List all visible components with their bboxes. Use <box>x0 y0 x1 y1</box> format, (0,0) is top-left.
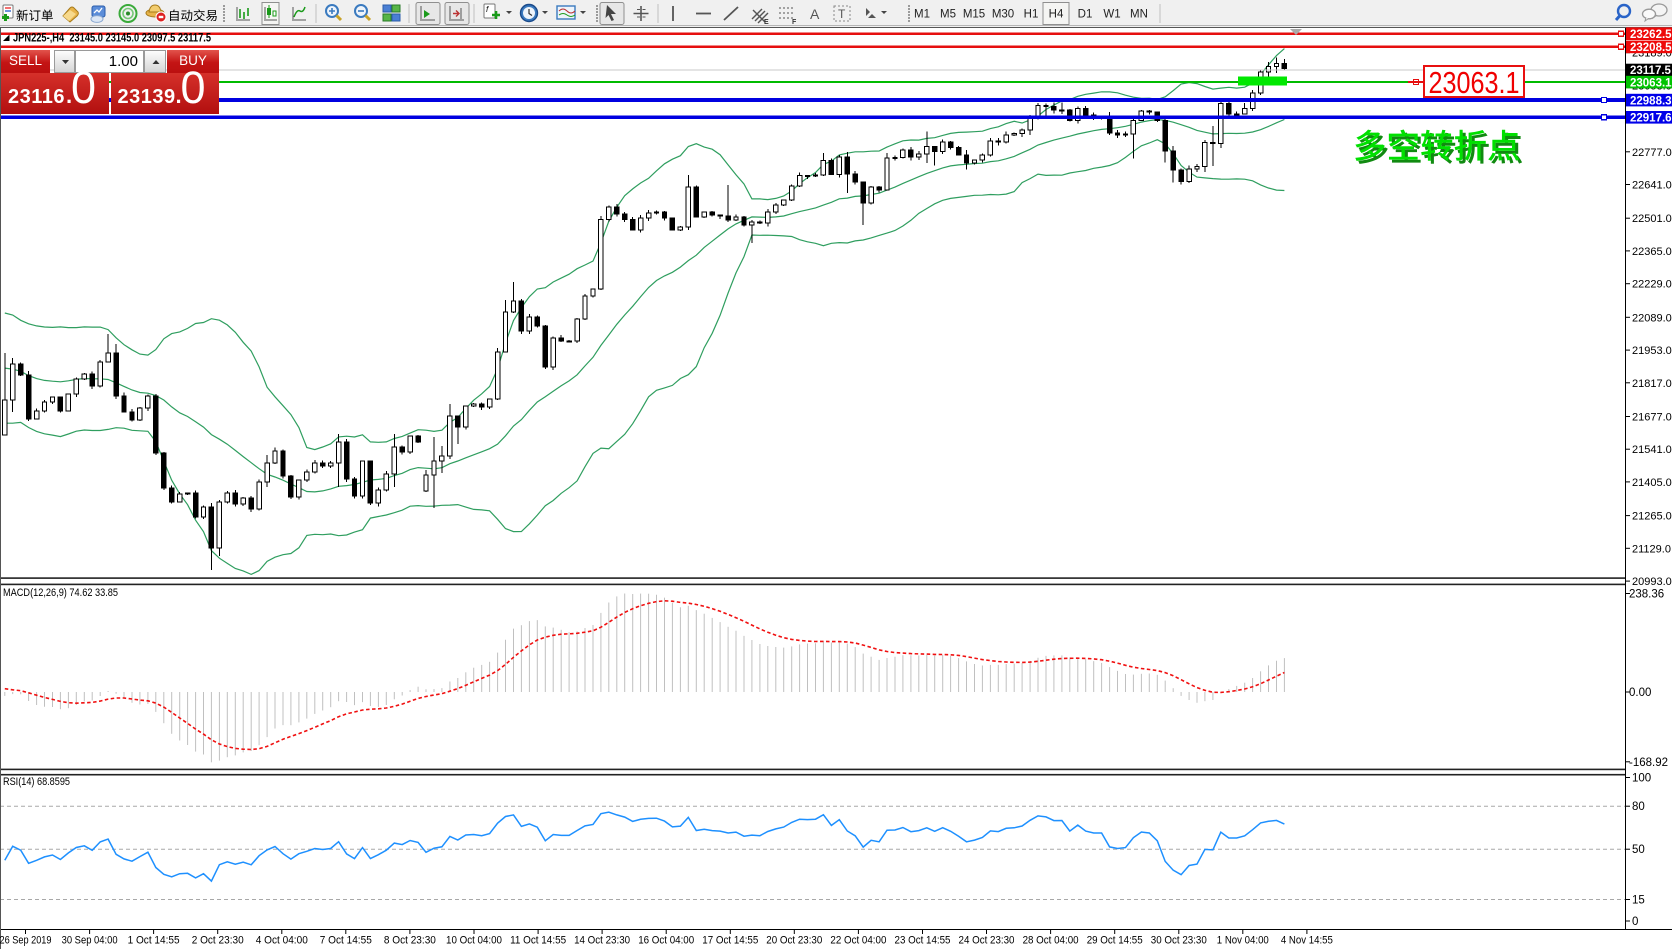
svg-text:7 Oct 14:55: 7 Oct 14:55 <box>320 935 372 947</box>
svg-text:21405.0: 21405.0 <box>1632 477 1672 489</box>
svg-text:22641.0: 22641.0 <box>1632 180 1672 192</box>
svg-text:22917.6: 22917.6 <box>1630 113 1672 125</box>
svg-text:23262.5: 23262.5 <box>1630 29 1672 41</box>
svg-text:23063.1: 23063.1 <box>1429 65 1520 100</box>
svg-text:4 Nov 14:55: 4 Nov 14:55 <box>1281 935 1333 947</box>
svg-text:8 Oct 23:30: 8 Oct 23:30 <box>384 935 436 947</box>
svg-text:22089.0: 22089.0 <box>1632 312 1672 324</box>
svg-text:23117.5: 23117.5 <box>1630 65 1672 77</box>
svg-text:E: E <box>764 19 769 26</box>
svg-text:22777.0: 22777.0 <box>1632 147 1672 159</box>
svg-text:M1: M1 <box>914 9 930 21</box>
svg-text:14 Oct 23:30: 14 Oct 23:30 <box>574 935 630 947</box>
svg-text:28 Oct 04:00: 28 Oct 04:00 <box>1023 935 1079 947</box>
svg-text:23063.1: 23063.1 <box>1630 77 1672 89</box>
svg-text:20993.0: 20993.0 <box>1632 576 1672 588</box>
svg-text:M5: M5 <box>940 9 956 21</box>
svg-text:11 Oct 14:55: 11 Oct 14:55 <box>510 935 566 947</box>
svg-text:H4: H4 <box>1049 9 1064 21</box>
svg-text:f: f <box>486 5 489 14</box>
svg-text:MN: MN <box>1130 9 1148 21</box>
svg-text:0: 0 <box>1632 916 1638 928</box>
svg-text:M30: M30 <box>992 9 1014 21</box>
svg-text:21265.0: 21265.0 <box>1632 511 1672 523</box>
svg-text:-168.92: -168.92 <box>1629 757 1668 769</box>
svg-text:21129.0: 21129.0 <box>1632 543 1671 555</box>
svg-text:20 Oct 23:30: 20 Oct 23:30 <box>766 935 822 947</box>
svg-text:29 Oct 14:55: 29 Oct 14:55 <box>1087 935 1143 947</box>
svg-text:MACD(12,26,9) 74.62 33.85: MACD(12,26,9) 74.62 33.85 <box>3 587 118 599</box>
svg-text:21541.0: 21541.0 <box>1632 444 1672 456</box>
svg-text:RSI(14) 68.8595: RSI(14) 68.8595 <box>3 776 70 788</box>
svg-text:W1: W1 <box>1103 9 1120 21</box>
svg-text:21677.0: 21677.0 <box>1632 412 1672 424</box>
svg-text:238.36: 238.36 <box>1629 589 1664 601</box>
svg-text:D1: D1 <box>1078 9 1093 21</box>
svg-text:30 Sep 04:00: 30 Sep 04:00 <box>62 935 118 947</box>
svg-text:17 Oct 14:55: 17 Oct 14:55 <box>702 935 758 947</box>
svg-text:22365.0: 22365.0 <box>1632 246 1672 258</box>
svg-text:50: 50 <box>1632 844 1645 856</box>
svg-text:100: 100 <box>1632 773 1651 785</box>
svg-text:26 Sep 2019: 26 Sep 2019 <box>0 935 52 947</box>
svg-text:T: T <box>838 7 846 21</box>
svg-text:4 Oct 04:00: 4 Oct 04:00 <box>256 935 308 947</box>
svg-text:22229.0: 22229.0 <box>1632 279 1672 291</box>
svg-text:H1: H1 <box>1024 9 1039 21</box>
svg-text:22501.0: 22501.0 <box>1632 213 1672 225</box>
svg-text:A: A <box>810 6 820 22</box>
svg-text:1 Oct 14:55: 1 Oct 14:55 <box>128 935 180 947</box>
svg-text:23208.5: 23208.5 <box>1630 42 1672 54</box>
svg-text:23 Oct 14:55: 23 Oct 14:55 <box>895 935 951 947</box>
svg-text:10 Oct 04:00: 10 Oct 04:00 <box>446 935 502 947</box>
svg-text:2 Oct 23:30: 2 Oct 23:30 <box>192 935 244 947</box>
svg-text:16 Oct 04:00: 16 Oct 04:00 <box>638 935 694 947</box>
svg-text:15: 15 <box>1632 895 1645 907</box>
svg-text:24 Oct 23:30: 24 Oct 23:30 <box>959 935 1015 947</box>
svg-text:21953.0: 21953.0 <box>1632 345 1672 357</box>
svg-text:30 Oct 23:30: 30 Oct 23:30 <box>1151 935 1207 947</box>
svg-text:1 Nov 04:00: 1 Nov 04:00 <box>1217 935 1269 947</box>
svg-text:22988.3: 22988.3 <box>1630 95 1672 107</box>
svg-text:F: F <box>792 19 797 26</box>
svg-text:22 Oct 04:00: 22 Oct 04:00 <box>830 935 886 947</box>
svg-text:JPN225-,H4 23145.0 23145.0 23: JPN225-,H4 23145.0 23145.0 23097.5 23117… <box>13 33 211 45</box>
svg-text:M15: M15 <box>963 9 985 21</box>
svg-text:0.00: 0.00 <box>1629 687 1651 699</box>
svg-text:80: 80 <box>1632 801 1645 813</box>
svg-text:21817.0: 21817.0 <box>1632 378 1672 390</box>
